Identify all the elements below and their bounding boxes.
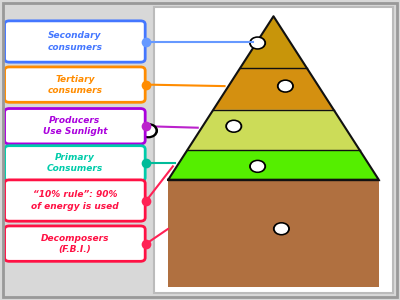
Text: Secondary
consumers: Secondary consumers — [47, 32, 102, 52]
Polygon shape — [168, 150, 379, 180]
Polygon shape — [213, 68, 334, 110]
FancyBboxPatch shape — [154, 7, 393, 293]
Text: Producers
Use Sunlight: Producers Use Sunlight — [43, 116, 107, 136]
Circle shape — [276, 224, 287, 233]
Circle shape — [228, 122, 240, 131]
Polygon shape — [168, 180, 379, 287]
Circle shape — [252, 38, 264, 47]
Polygon shape — [240, 16, 307, 68]
Text: Decomposers
(F.B.I.): Decomposers (F.B.I.) — [41, 234, 109, 254]
FancyBboxPatch shape — [4, 226, 145, 261]
Circle shape — [142, 126, 155, 135]
Circle shape — [280, 82, 291, 91]
FancyBboxPatch shape — [4, 180, 145, 221]
Text: “10% rule”: 90%
of energy is used: “10% rule”: 90% of energy is used — [31, 190, 119, 211]
Polygon shape — [187, 110, 360, 150]
FancyBboxPatch shape — [4, 21, 145, 62]
Circle shape — [252, 162, 264, 171]
FancyBboxPatch shape — [4, 67, 145, 102]
FancyBboxPatch shape — [4, 146, 145, 181]
Text: Tertiary
consumers: Tertiary consumers — [47, 75, 102, 95]
Text: Primary
Consumers: Primary Consumers — [47, 153, 103, 173]
FancyBboxPatch shape — [4, 109, 145, 144]
